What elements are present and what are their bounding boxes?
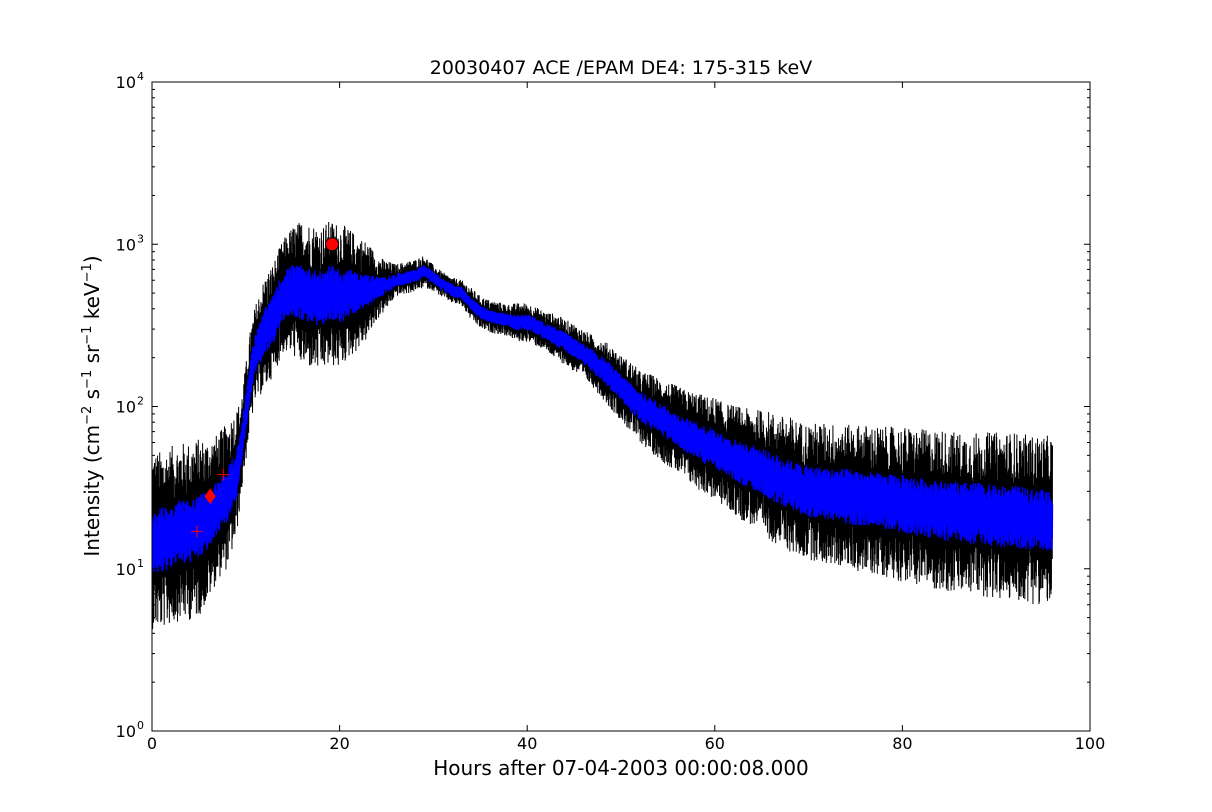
chart-title: 20030407 ACE /EPAM DE4: 175-315 keV <box>430 57 812 79</box>
y-tick-label-exponent: 1 <box>137 557 144 570</box>
x-axis-label: Hours after 07-04-2003 00:00:08.000 <box>433 756 809 780</box>
series-layer <box>152 222 1054 630</box>
y-tick-label: 10 <box>116 73 136 92</box>
marker-plus <box>217 468 230 481</box>
y-label-sup4: −1 <box>80 263 95 282</box>
marker-plus <box>191 525 204 538</box>
x-tick-label: 0 <box>147 734 157 753</box>
x-tick-label: 40 <box>517 734 537 753</box>
marker-layer <box>191 237 340 538</box>
x-tick-label: 80 <box>892 734 912 753</box>
y-label-mid2: sr <box>80 344 104 370</box>
y-tick-label: 10 <box>116 722 136 741</box>
y-tick-label-exponent: 0 <box>137 719 144 732</box>
y-axis-label: Intensity (cm−2 s−1 sr−1 keV−1) <box>80 255 104 556</box>
x-tick-label: 100 <box>1075 734 1106 753</box>
y-tick-label-exponent: 3 <box>137 232 144 245</box>
y-label-sup2: −1 <box>80 370 95 389</box>
y-label-sup3: −1 <box>80 326 95 345</box>
y-label-mid3: keV <box>80 282 104 326</box>
marker-diamond <box>204 488 216 505</box>
x-tick-labels: 0 20 40 60 80 100 <box>147 734 1105 753</box>
y-label-suffix: ) <box>80 255 104 263</box>
y-label-sup1: −2 <box>80 406 95 425</box>
y-tick-label: 10 <box>116 398 136 417</box>
x-tick-label: 20 <box>329 734 349 753</box>
y-tick-label: 10 <box>116 560 136 579</box>
y-label-prefix: Intensity (cm <box>80 425 104 557</box>
marker-circle <box>325 237 340 252</box>
y-tick-label-exponent: 4 <box>137 70 144 83</box>
series-line-raw <box>152 222 1053 630</box>
y-tick-label-exponent: 2 <box>137 395 144 408</box>
series-line-smoothed <box>152 265 1054 573</box>
x-tick-label: 60 <box>705 734 725 753</box>
y-tick-label: 10 <box>116 235 136 254</box>
y-label-mid1: s <box>80 389 104 406</box>
ticks-layer <box>151 81 1091 732</box>
